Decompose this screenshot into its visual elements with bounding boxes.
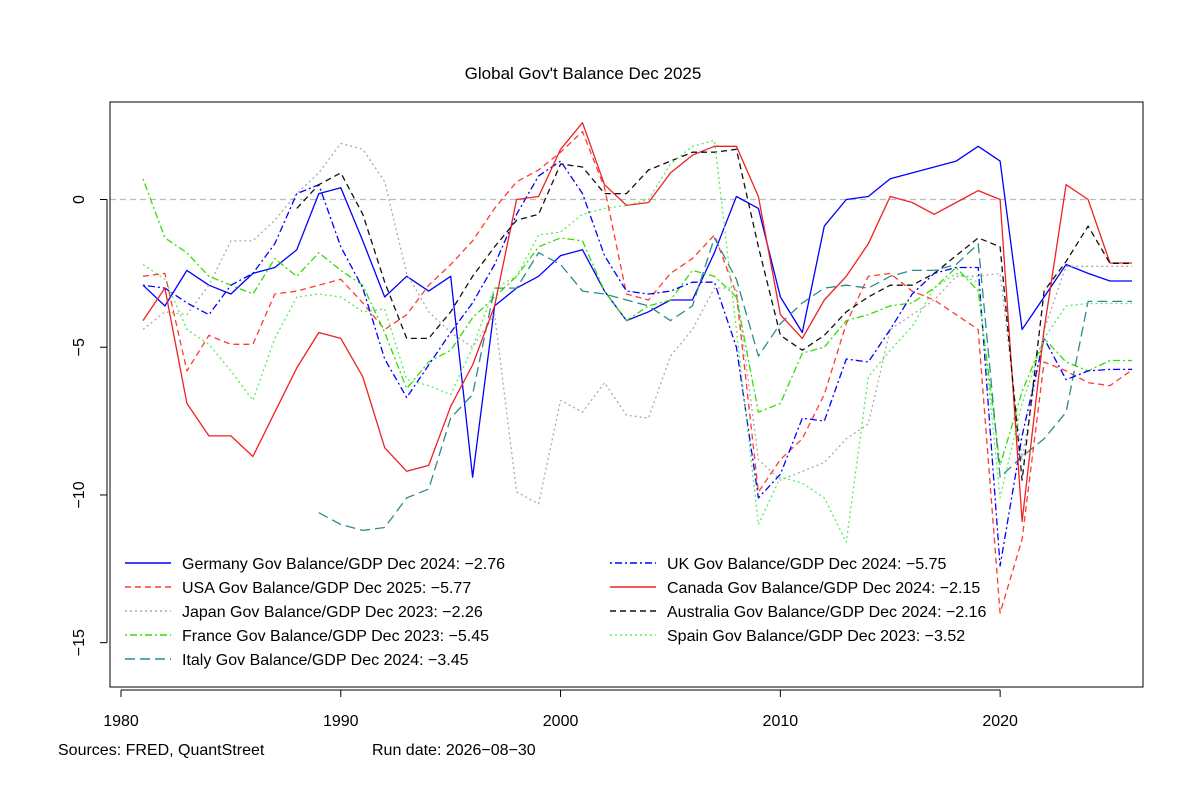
series-line-7 [296,148,1132,481]
series-line-3 [142,178,1132,467]
legend-label: Germany Gov Balance/GDP Dec 2024: −2.76 [182,556,505,573]
plot-frame [109,101,1144,688]
x-tick-label: 1980 [103,713,139,730]
legend-label: Spain Gov Balance/GDP Dec 2023: −3.52 [667,628,965,645]
legend-item: Spain Gov Balance/GDP Dec 2023: −3.52 [610,628,965,645]
legend-label: Australia Gov Balance/GDP Dec 2024: −2.1… [667,604,987,621]
series-line-6 [142,122,1132,523]
legend-label: Italy Gov Balance/GDP Dec 2024: −3.45 [182,652,469,669]
x-tick-label: 2020 [982,713,1018,730]
sources-text: Sources: FRED, QuantStreet [58,742,265,759]
legend-label: USA Gov Balance/GDP Dec 2025: −5.77 [182,580,471,597]
x-tick-label: 1990 [323,713,359,730]
legend-item: Japan Gov Balance/GDP Dec 2023: −2.26 [125,604,483,621]
legend-item: USA Gov Balance/GDP Dec 2025: −5.77 [125,580,471,597]
legend-item: France Gov Balance/GDP Dec 2023: −5.45 [125,628,489,645]
axes: 1980 1990 2000 2010 2020 0 −5 −10 −15 [71,195,1018,730]
series-layer [142,122,1133,614]
y-tick-label: −5 [71,338,88,356]
series-line-2 [142,142,1132,505]
legend-item: Australia Gov Balance/GDP Dec 2024: −2.1… [610,604,987,621]
legend-item: UK Gov Balance/GDP Dec 2024: −5.75 [610,556,947,573]
legend-item: Germany Gov Balance/GDP Dec 2024: −2.76 [125,556,505,573]
legend-label: Canada Gov Balance/GDP Dec 2024: −2.15 [667,580,980,597]
run-date-text: Run date: 2026−08−30 [372,742,536,759]
y-tick-label: −10 [71,481,88,508]
legend-label: Japan Gov Balance/GDP Dec 2023: −2.26 [182,604,483,621]
series-line-0 [142,145,1132,478]
series-line-8 [142,139,1132,543]
legend-item: Italy Gov Balance/GDP Dec 2024: −3.45 [125,652,469,669]
x-tick-label: 2010 [763,713,799,730]
chart-title: Global Gov't Balance Dec 2025 [465,64,702,83]
y-tick-label: 0 [71,195,88,204]
y-tick-label: −15 [71,629,88,656]
x-tick-label: 2000 [543,713,579,730]
series-line-1 [142,130,1133,614]
series-line-4 [318,237,1132,532]
legend: Germany Gov Balance/GDP Dec 2024: −2.76 U… [125,556,987,669]
legend-label: UK Gov Balance/GDP Dec 2024: −5.75 [667,556,947,573]
legend-label: France Gov Balance/GDP Dec 2023: −5.45 [182,628,489,645]
legend-item: Canada Gov Balance/GDP Dec 2024: −2.15 [610,580,980,597]
series-line-5 [142,160,1132,567]
